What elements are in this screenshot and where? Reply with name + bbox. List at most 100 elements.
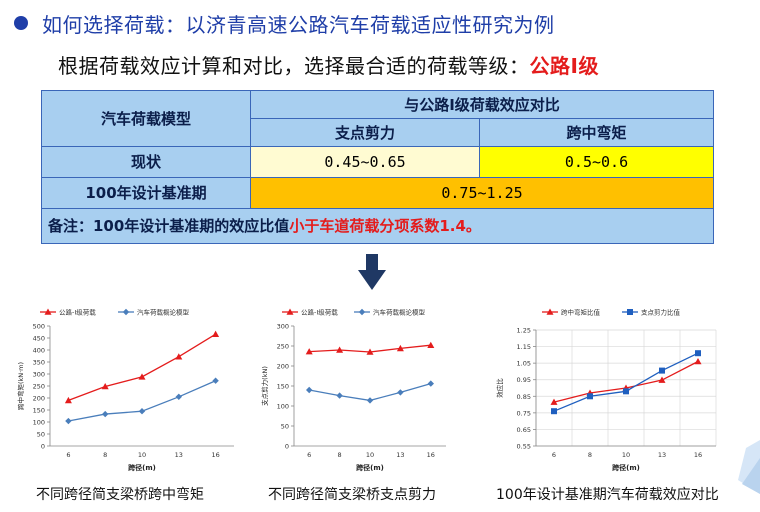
cell-current-moment: 0.5~0.6 [479,146,714,178]
y-tick-label: 0 [285,443,289,451]
series-line-1 [68,380,216,422]
chart-svg: 0 50 100 150 200 250 300 6 8 10 13 16 跨径(m) 支点剪力(kN) 公… [260,308,446,472]
data-point [427,380,434,387]
y-tick-label: 400 [33,347,45,355]
y-tick-label: 350 [33,359,45,367]
y-tick-label: 1.15 [517,343,531,351]
data-point [623,388,629,395]
x-axis-label: 跨径(m) [612,463,640,472]
x-tick-label: 8 [338,451,342,459]
x-tick-label: 10 [366,451,374,459]
y-tick-label: 150 [33,407,45,415]
y-tick-label: 300 [33,371,45,379]
row-label-100yr: 100年设计基准期 [41,176,251,209]
data-point [336,346,344,353]
y-tick-label: 0.95 [517,376,531,384]
corner-decoration-icon [738,440,760,494]
note-highlight: 小于车道荷载分项系数1.4。 [289,217,481,236]
legend-marker [627,309,633,315]
y-axis-label: 效应比 [495,378,504,398]
x-tick-label: 8 [588,451,592,459]
data-point [695,350,701,357]
data-point [366,348,374,355]
slide-heading: 如何选择荷载：以济青高速公路汽车荷载适应性研究为例 [14,8,555,38]
y-tick-label: 0 [41,443,45,451]
data-point [102,410,109,418]
data-point [694,357,702,365]
legend-marker [358,308,366,316]
x-tick-label: 8 [103,451,107,459]
legend-label: 汽车荷载概论模型 [373,308,426,317]
x-tick-label: 13 [396,451,404,459]
x-tick-label: 16 [211,451,219,459]
legend-label: 支点剪力比值 [641,308,681,317]
chart-support-shear: 0 50 100 150 200 250 300 6 8 10 13 16 跨径(m) 支点剪力(kN) 公… [260,300,452,478]
y-tick-label: 500 [33,323,45,331]
y-tick-label: 0.75 [517,409,531,417]
x-tick-label: 10 [622,451,630,459]
data-point [138,373,146,380]
y-axis-label: 跨中弯矩(kN·m) [16,362,25,410]
y-tick-label: 200 [277,363,289,371]
legend-label: 汽车荷载概论模型 [137,308,190,317]
x-tick-label: 16 [694,451,702,459]
y-tick-label: 0.55 [517,443,531,451]
legend-label: 公路-Ⅰ级荷载 [59,308,96,317]
y-tick-label: 200 [33,395,45,403]
chart-svg: 0.55 0.65 0.75 0.85 0.95 1.05 1.15 1.25 6 8 10 13 16… [495,308,717,472]
data-point [659,367,665,374]
x-tick-label: 6 [307,451,311,459]
data-point [65,417,72,425]
subheading: 根据荷载效应计算和对比，选择最合适的荷载等级：公路I级 [58,50,599,79]
y-tick-label: 1.25 [517,327,531,335]
x-tick-label: 6 [552,451,556,459]
chart-svg: 0 50 100 150 200 250 300 350 400 450 500 6 8 10 13 16 跨径… [16,308,234,472]
note-text: 备注：100年设计基准期的效应比值 [48,217,290,236]
data-point [658,376,666,383]
data-point [175,353,183,360]
data-point [551,408,557,415]
caption-ratio: 100年设计基准期汽车荷载效应对比 [496,487,719,503]
y-tick-label: 0.65 [517,426,531,434]
legend-marker [122,308,130,316]
legend-marker [44,308,52,315]
y-tick-label: 450 [33,335,45,343]
data-point [306,386,313,394]
data-point [212,330,220,337]
bullet-icon [14,16,28,30]
y-tick-label: 50 [37,431,45,439]
comparison-table: 汽车荷载模型 与公路I级荷载效应对比 支点剪力 跨中弯矩 现状 0.45~0.6… [41,89,714,245]
legend-label: 公路-Ⅰ级荷载 [301,308,338,317]
caption-shear: 不同跨径简支梁桥支点剪力 [268,487,436,503]
subheading-text: 根据荷载效应计算和对比，选择最合适的荷载等级： [58,54,530,78]
data-point [101,382,109,390]
col-header-moment: 跨中弯矩 [479,118,714,148]
y-tick-label: 100 [277,403,289,411]
y-tick-label: 1.05 [517,360,531,368]
y-tick-label: 100 [33,419,45,427]
row-label-current: 现状 [41,146,251,178]
x-tick-label: 10 [138,451,146,459]
data-point [305,348,313,355]
data-point [587,393,593,400]
col-header-model: 汽车荷载模型 [41,89,251,148]
chart-midspan-moment: 0 50 100 150 200 250 300 350 400 450 500 6 8 10 13 16 跨径… [16,300,240,478]
x-axis-label: 跨径(m) [128,463,156,472]
down-arrow-icon [358,254,386,290]
x-tick-label: 16 [427,451,435,459]
data-point [427,341,435,348]
data-point [175,393,182,400]
y-tick-label: 50 [281,423,289,431]
legend-marker [546,308,554,315]
cell-100yr-value: 0.75~1.25 [250,176,714,209]
data-point [366,397,374,404]
y-tick-label: 300 [277,323,289,331]
table-note: 备注：100年设计基准期的效应比值小于车道荷载分项系数1.4。 [41,207,714,245]
data-point [336,392,343,399]
y-tick-label: 250 [277,343,289,351]
data-point [212,377,219,384]
x-axis-label: 跨径(m) [356,463,384,472]
cell-current-shear: 0.45~0.65 [250,146,480,178]
y-tick-label: 0.85 [517,393,531,401]
col-header-shear: 支点剪力 [250,118,480,148]
